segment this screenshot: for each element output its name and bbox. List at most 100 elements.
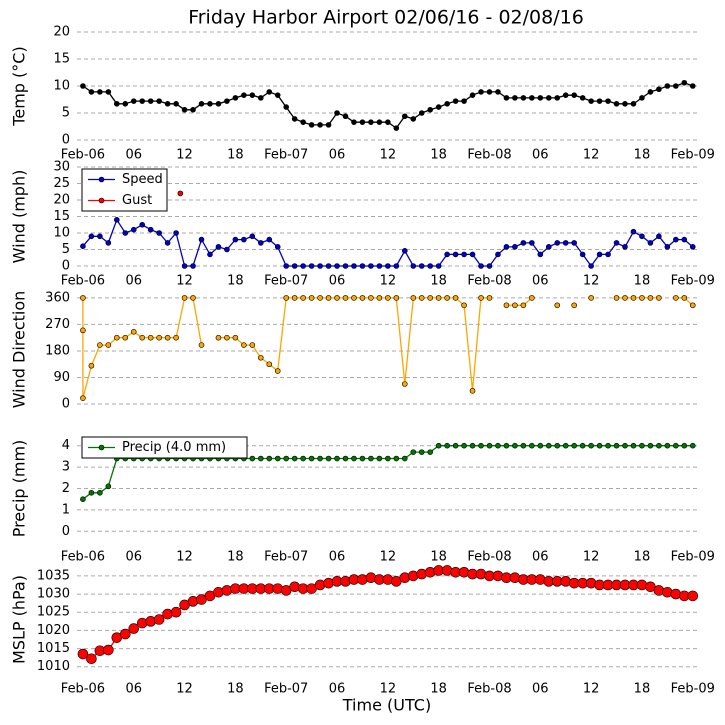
data-point [139, 334, 146, 341]
data-point [300, 295, 306, 301]
data-point [444, 442, 450, 449]
data-point [401, 455, 408, 462]
legend-box [81, 168, 168, 212]
data-point [418, 449, 425, 455]
data-point [495, 89, 501, 95]
data-point [486, 442, 493, 449]
data-point [512, 302, 518, 309]
data-point [97, 89, 103, 95]
x-tick-label: 06 [125, 550, 142, 565]
data-point [80, 496, 86, 503]
x-tick-label: 12 [583, 274, 600, 289]
y-tick-label: 270 [45, 317, 70, 332]
data-point [639, 295, 645, 301]
data-point [427, 449, 433, 455]
legend-marker [98, 444, 105, 451]
data-point [520, 95, 527, 101]
legend-box [81, 436, 248, 459]
data-point [452, 251, 459, 258]
data-point [503, 244, 510, 250]
data-point [613, 101, 620, 107]
data-point [266, 89, 273, 95]
data-point [393, 455, 400, 462]
data-point [435, 295, 442, 301]
x-tick-label: 18 [430, 148, 447, 163]
data-point [512, 442, 518, 449]
data-point [689, 83, 696, 89]
data-point [198, 342, 205, 348]
data-point [88, 89, 95, 95]
data-point [105, 240, 112, 246]
x-tick-label: 12 [380, 682, 397, 697]
data-point [401, 381, 408, 387]
data-point [537, 442, 544, 449]
data-point [317, 295, 323, 301]
data-point [385, 119, 391, 125]
data-point [613, 295, 620, 301]
data-point [283, 455, 290, 462]
y-tick-label: 0 [62, 259, 70, 274]
data-point [579, 251, 586, 258]
data-point [656, 295, 662, 301]
y-tick-label: 5 [62, 106, 70, 121]
y-axis-label: Precip (mm) [10, 440, 29, 538]
data-point [689, 302, 696, 309]
x-tick-label: 12 [176, 682, 193, 697]
data-point [283, 263, 290, 269]
y-tick-label: 1 [62, 502, 70, 517]
data-point [622, 101, 628, 107]
data-point [291, 263, 298, 269]
data-point [385, 295, 391, 301]
data-point [537, 95, 544, 101]
x-tick-label: Feb-08 [467, 148, 511, 163]
x-tick-label: 18 [227, 148, 244, 163]
data-point [122, 230, 129, 236]
data-point [687, 590, 699, 602]
data-point [139, 221, 146, 228]
data-point [300, 455, 306, 462]
data-point [249, 342, 256, 348]
data-point [622, 244, 628, 250]
x-tick-label: 18 [430, 274, 447, 289]
data-point [359, 263, 366, 269]
x-tick-label: 18 [430, 682, 447, 697]
data-point [512, 244, 518, 250]
data-point [173, 334, 179, 341]
y-tick-label: 1030 [37, 587, 70, 602]
data-point [300, 263, 306, 269]
data-point [266, 361, 273, 368]
x-tick-label: 06 [532, 550, 549, 565]
data-point [376, 295, 383, 301]
x-tick-label: 12 [380, 148, 397, 163]
x-tick-label: 18 [634, 682, 651, 697]
data-point [529, 295, 535, 301]
y-tick-label: 3 [62, 460, 70, 475]
data-point [325, 263, 332, 269]
data-point [545, 244, 552, 250]
data-point [385, 263, 391, 269]
data-point [153, 614, 165, 625]
data-point [190, 295, 196, 301]
data-point [351, 295, 357, 301]
data-point [681, 442, 688, 449]
data-point [673, 83, 679, 89]
data-point [452, 295, 459, 301]
data-point [427, 295, 433, 301]
x-tick-label: Feb-09 [671, 148, 715, 163]
data-point [630, 442, 637, 449]
data-point [622, 442, 628, 449]
data-point [596, 442, 603, 449]
data-point [571, 442, 577, 449]
data-point [647, 442, 654, 449]
data-point [97, 489, 103, 496]
data-point [562, 92, 569, 98]
x-tick-label: 12 [583, 682, 600, 697]
x-tick-label: 06 [125, 148, 142, 163]
data-point [103, 644, 114, 656]
data-point [291, 455, 298, 462]
data-point [410, 295, 417, 301]
data-point [486, 263, 493, 269]
x-tick-label: 12 [380, 550, 397, 565]
y-tick-label: 0 [62, 133, 70, 148]
data-point [656, 442, 662, 449]
